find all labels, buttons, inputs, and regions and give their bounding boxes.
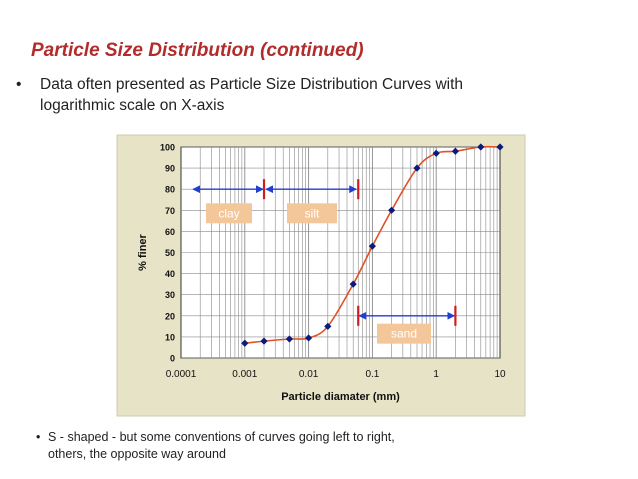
clay-label: clay xyxy=(218,206,239,220)
x-tick-label: 0.1 xyxy=(365,369,379,380)
data-points xyxy=(241,143,504,347)
bullet-2-line-1: S - shaped - but some conventions of cur… xyxy=(48,430,395,444)
bullet-1-line-1: Data often presented as Particle Size Di… xyxy=(40,76,464,93)
y-tick-label: 80 xyxy=(165,185,175,195)
data-point xyxy=(413,164,421,172)
data-point xyxy=(260,337,268,345)
data-point xyxy=(285,335,293,343)
bullet-1-line-2: logarithmic scale on X-axis xyxy=(40,97,225,114)
data-point xyxy=(388,206,396,214)
y-tick-label: 90 xyxy=(165,164,175,174)
silt-label: silt xyxy=(305,206,320,220)
y-tick-label: 70 xyxy=(165,206,175,216)
data-point xyxy=(496,143,504,151)
y-tick-label: 50 xyxy=(165,248,175,258)
data-point xyxy=(477,143,485,151)
y-tick-label: 100 xyxy=(160,143,175,153)
x-tick-label: 10 xyxy=(494,369,506,380)
bullet-symbol: • xyxy=(16,76,22,93)
x-tick-label: 1 xyxy=(433,369,439,380)
y-tick-label: 30 xyxy=(165,290,175,300)
sand-label-box xyxy=(377,323,431,344)
y-tick-label: 40 xyxy=(165,269,175,279)
x-tick-label: 0.0001 xyxy=(166,369,197,380)
x-tick-label: 0.01 xyxy=(299,369,319,380)
data-point xyxy=(305,334,313,342)
data-point xyxy=(324,322,332,330)
tick-labels: 0.0001 0.001 0.01 0.1 1 100102030405060708090… xyxy=(160,143,506,381)
x-axis-label: Particle diamater (mm) xyxy=(281,391,400,403)
bullet-symbol: • xyxy=(36,430,41,444)
x-tick-label: 0.001 xyxy=(232,369,257,380)
y-axis-label: % finer xyxy=(137,233,149,270)
data-point xyxy=(432,149,440,157)
silt-label-box xyxy=(287,203,337,224)
y-tick-label: 0 xyxy=(170,354,175,364)
data-point xyxy=(451,147,460,155)
y-tick-label: 10 xyxy=(165,332,175,342)
data-point xyxy=(349,280,357,288)
y-tick-label: 60 xyxy=(165,227,175,237)
clay-label-box xyxy=(206,203,252,224)
bullet-2-line-2: others, the opposite way around xyxy=(48,447,226,461)
y-tick-label: 20 xyxy=(165,311,175,321)
data-point xyxy=(368,242,376,250)
data-point xyxy=(241,339,249,347)
sand-label: sand xyxy=(391,327,417,341)
gridlines xyxy=(181,146,500,359)
annotations: clay silt sand xyxy=(192,179,457,344)
slide-title: Particle Size Distribution (continued) xyxy=(31,40,364,61)
